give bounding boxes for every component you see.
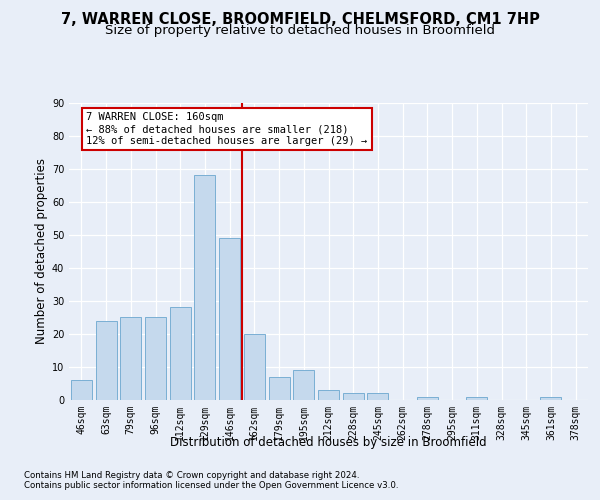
Bar [219, 238, 240, 400]
Bar [120, 318, 141, 400]
Text: 7 WARREN CLOSE: 160sqm
← 88% of detached houses are smaller (218)
12% of semi-de: 7 WARREN CLOSE: 160sqm ← 88% of detached… [86, 112, 368, 146]
Bar [541, 396, 562, 400]
Bar [244, 334, 265, 400]
Bar [170, 308, 191, 400]
Bar [367, 394, 388, 400]
Text: Contains HM Land Registry data © Crown copyright and database right 2024.: Contains HM Land Registry data © Crown c… [24, 472, 359, 480]
Bar [466, 396, 487, 400]
Bar [71, 380, 92, 400]
Bar [318, 390, 339, 400]
Bar [95, 320, 116, 400]
Bar [417, 396, 438, 400]
Y-axis label: Number of detached properties: Number of detached properties [35, 158, 47, 344]
Text: Distribution of detached houses by size in Broomfield: Distribution of detached houses by size … [170, 436, 487, 449]
Text: Size of property relative to detached houses in Broomfield: Size of property relative to detached ho… [105, 24, 495, 37]
Text: 7, WARREN CLOSE, BROOMFIELD, CHELMSFORD, CM1 7HP: 7, WARREN CLOSE, BROOMFIELD, CHELMSFORD,… [61, 12, 539, 28]
Bar [293, 370, 314, 400]
Bar [269, 377, 290, 400]
Bar [194, 175, 215, 400]
Text: Contains public sector information licensed under the Open Government Licence v3: Contains public sector information licen… [24, 482, 398, 490]
Bar [343, 394, 364, 400]
Bar [145, 318, 166, 400]
